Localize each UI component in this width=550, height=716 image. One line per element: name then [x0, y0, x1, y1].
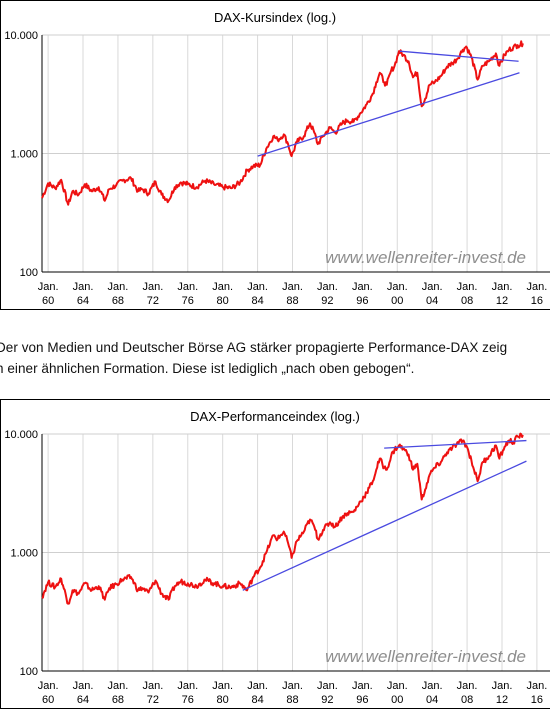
- x-tick-label-month: Jan.: [457, 281, 478, 293]
- chart-title: DAX-Kursindex (log.): [214, 10, 336, 25]
- x-tick-label-month: Jan.: [387, 680, 408, 692]
- x-tick-label-year: 12: [496, 694, 508, 706]
- caption-line-1: Der von Medien und Deutscher Börse AG st…: [0, 340, 508, 355]
- x-tick-label-year: 08: [461, 694, 473, 706]
- x-tick-label-month: Jan.: [177, 281, 198, 293]
- x-tick-label-year: 92: [321, 694, 333, 706]
- x-tick-label-year: 88: [286, 694, 298, 706]
- chart-frame: [0, 399, 550, 709]
- x-tick-label-year: 04: [426, 295, 438, 307]
- x-tick-label-month: Jan.: [142, 680, 163, 692]
- x-tick-label-month: Jan.: [317, 680, 338, 692]
- x-tick-label-year: 84: [251, 694, 263, 706]
- x-tick-label-year: 16: [531, 694, 543, 706]
- x-tick-label-year: 72: [147, 694, 159, 706]
- series-line: [41, 40, 524, 206]
- x-tick-label-month: Jan.: [108, 281, 129, 293]
- x-tick-label-month: Jan.: [177, 680, 198, 692]
- chart-frame: [0, 0, 550, 310]
- x-tick-label-year: 04: [426, 694, 438, 706]
- x-tick-label-month: Jan.: [422, 281, 443, 293]
- x-tick-label-month: Jan.: [352, 281, 373, 293]
- dax-kursindex-chart: DAX-Kursindex (log.) 100 1.000 10.000 Jan. 60…: [0, 0, 550, 310]
- x-tick-label-month: Jan.: [282, 680, 303, 692]
- x-tick-label-year: 80: [217, 694, 229, 706]
- chart-title: DAX-Performanceindex (log.): [190, 409, 360, 424]
- y-tick-label: 100: [20, 267, 38, 279]
- series-line: [41, 432, 524, 605]
- x-tick-label-month: Jan.: [457, 680, 478, 692]
- x-tick-label-month: Jan.: [212, 680, 233, 692]
- x-tick-label-month: Jan.: [142, 281, 163, 293]
- x-tick-label-month: Jan.: [492, 281, 513, 293]
- x-tick-label-month: Jan.: [73, 281, 94, 293]
- watermark-text: www.wellenreiter-invest.de: [325, 647, 526, 666]
- watermark-text: www.wellenreiter-invest.de: [325, 248, 526, 267]
- x-tick-label-year: 00: [391, 694, 403, 706]
- caption-line-2: n einer ähnlichen Formation. Diese ist l…: [0, 361, 415, 376]
- y-tick-label: 10.000: [4, 429, 38, 441]
- x-tick-label-month: Jan.: [387, 281, 408, 293]
- y-tick-label: 1.000: [10, 548, 38, 560]
- x-tick-label-year: 64: [77, 694, 89, 706]
- x-tick-label-year: 72: [147, 295, 159, 307]
- x-tick-label-year: 96: [356, 694, 368, 706]
- trendline: [257, 72, 520, 157]
- x-tick-label-year: 64: [77, 295, 89, 307]
- x-tick-label-year: 92: [321, 295, 333, 307]
- trendline: [399, 50, 519, 62]
- x-tick-label-month: Jan.: [422, 680, 443, 692]
- x-tick-label-year: 68: [112, 694, 124, 706]
- x-tick-label-month: Jan.: [247, 281, 268, 293]
- x-tick-label-month: Jan.: [527, 680, 548, 692]
- y-tick-label: 10.000: [4, 30, 38, 42]
- x-tick-label-month: Jan.: [73, 680, 94, 692]
- x-tick-label-month: Jan.: [247, 680, 268, 692]
- x-tick-label-year: 76: [182, 295, 194, 307]
- x-tick-label-month: Jan.: [527, 281, 548, 293]
- x-tick-label-month: Jan.: [317, 281, 338, 293]
- x-tick-label-year: 16: [531, 295, 543, 307]
- x-tick-label-year: 60: [42, 694, 54, 706]
- dax-performanceindex-chart: DAX-Performanceindex (log.) 100 1.000 10.00…: [0, 399, 550, 709]
- trendline: [384, 439, 527, 449]
- x-tick-label-month: Jan.: [492, 680, 513, 692]
- x-tick-label-year: 76: [182, 694, 194, 706]
- x-tick-label-year: 60: [42, 295, 54, 307]
- x-tick-label-year: 96: [356, 295, 368, 307]
- x-tick-label-month: Jan.: [352, 680, 373, 692]
- x-tick-label-year: 80: [217, 295, 229, 307]
- trendline: [242, 460, 527, 591]
- x-tick-label-month: Jan.: [282, 281, 303, 293]
- x-tick-label-year: 08: [461, 295, 473, 307]
- x-tick-label-year: 68: [112, 295, 124, 307]
- x-tick-label-year: 00: [391, 295, 403, 307]
- x-tick-label-month: Jan.: [38, 680, 59, 692]
- y-tick-label: 100: [20, 666, 38, 678]
- y-tick-label: 1.000: [10, 149, 38, 161]
- x-tick-label-year: 12: [496, 295, 508, 307]
- x-tick-label-month: Jan.: [108, 680, 129, 692]
- x-tick-label-month: Jan.: [212, 281, 233, 293]
- x-tick-label-month: Jan.: [38, 281, 59, 293]
- chart-svg: DAX-Kursindex (log.) 100 1.000 10.000 Jan. 60…: [0, 0, 550, 310]
- x-tick-label-year: 84: [251, 295, 263, 307]
- x-tick-label-year: 88: [286, 295, 298, 307]
- chart-svg: DAX-Performanceindex (log.) 100 1.000 10.00…: [0, 399, 550, 709]
